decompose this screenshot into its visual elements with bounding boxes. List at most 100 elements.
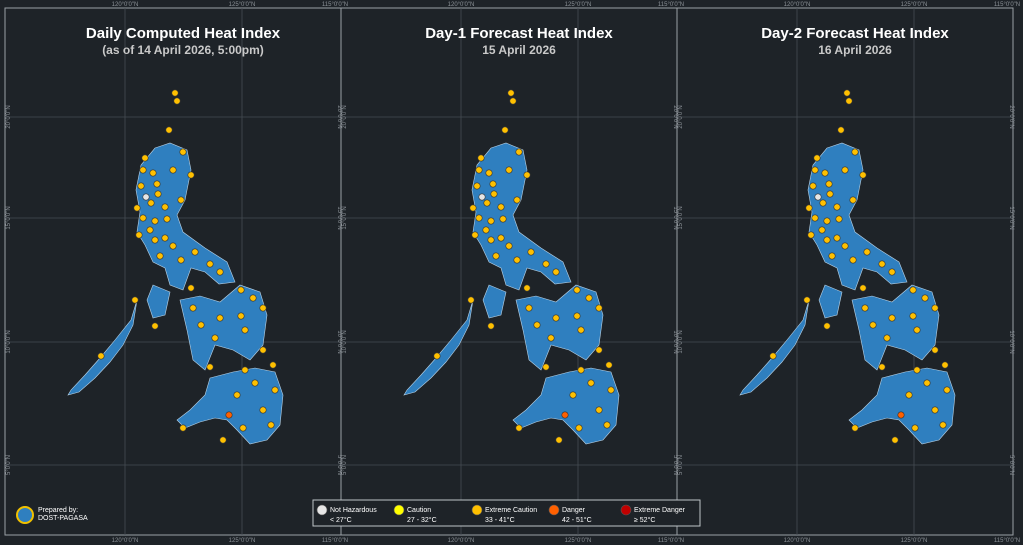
station: [823, 217, 831, 225]
lon-label: 115°0'0"N: [994, 538, 1020, 544]
station: [139, 166, 147, 174]
station: [497, 203, 505, 211]
station: [259, 346, 267, 354]
station: [878, 363, 886, 371]
lon-label: 125°0'0"N: [229, 2, 256, 8]
station: [909, 286, 917, 294]
lon-label: 115°0'0"N: [322, 538, 348, 544]
station: [206, 260, 214, 268]
station: [151, 236, 159, 244]
station: [826, 190, 834, 198]
station: [259, 406, 267, 414]
station: [891, 436, 899, 444]
lat-label: 20°0'0"N: [672, 105, 678, 128]
island: [403, 299, 474, 396]
station: [805, 204, 813, 212]
station: [513, 196, 521, 204]
station: [931, 304, 939, 312]
lat-label: 5°0'0"N: [336, 455, 342, 475]
lat-label: 10°0'0"N: [336, 330, 342, 353]
station: [142, 193, 150, 201]
lat-label: 10°0'0"N: [672, 330, 678, 353]
station: [515, 148, 523, 156]
station: [803, 296, 811, 304]
station: [433, 352, 441, 360]
lon-label: 120°0'0"N: [112, 538, 139, 544]
station: [147, 199, 155, 207]
station: [923, 379, 931, 387]
lon-label: 120°0'0"N: [448, 2, 475, 8]
station: [888, 314, 896, 322]
credit: Prepared by:DOST-PAGASA: [16, 506, 88, 524]
legend-swatch: [471, 504, 483, 516]
station: [237, 286, 245, 294]
station: [833, 203, 841, 211]
station: [859, 171, 867, 179]
station: [825, 180, 833, 188]
station: [807, 231, 815, 239]
station: [575, 424, 583, 432]
station: [841, 242, 849, 250]
legend-name: Danger: [562, 507, 586, 514]
station: [587, 379, 595, 387]
lon-label: 125°0'0"N: [565, 538, 592, 544]
station: [490, 190, 498, 198]
station: [523, 284, 531, 292]
station: [869, 321, 877, 329]
station: [509, 97, 517, 105]
station: [605, 361, 613, 369]
lat-label: 20°0'0"N: [342, 105, 348, 128]
station: [905, 391, 913, 399]
station: [478, 193, 486, 201]
station: [851, 424, 859, 432]
station: [151, 217, 159, 225]
station: [135, 231, 143, 239]
lon-label: 115°0'0"N: [658, 538, 684, 544]
lon-label: 120°0'0"N: [112, 2, 139, 8]
lat-label: 10°0'0"N: [678, 330, 684, 353]
station: [131, 296, 139, 304]
station: [485, 169, 493, 177]
lat-label: 15°0'0"N: [678, 206, 684, 229]
panel-title: Daily Computed Heat Index: [86, 25, 281, 42]
station: [137, 182, 145, 190]
station: [849, 256, 857, 264]
station: [156, 252, 164, 260]
station: [849, 196, 857, 204]
lat-label: 15°0'0"N: [336, 206, 342, 229]
station: [811, 214, 819, 222]
legend-name: Caution: [407, 507, 431, 514]
station: [163, 215, 171, 223]
station: [859, 284, 867, 292]
station: [241, 366, 249, 374]
map-panel: 120°0'0"N 120°0'0"N 125°0'0"N 125°0'0"N 115°…: [340, 2, 684, 544]
station: [267, 421, 275, 429]
station: [585, 294, 593, 302]
station: [97, 352, 105, 360]
station: [813, 154, 821, 162]
map-panel: 120°0'0"N 120°0'0"N 125°0'0"N 125°0'0"N 115°…: [676, 2, 1020, 544]
station: [833, 234, 841, 242]
station: [191, 248, 199, 256]
lon-label: 125°0'0"N: [229, 538, 256, 544]
station: [483, 199, 491, 207]
legend: Not Hazardous < 27°C Caution 27 - 32°C Extre…: [312, 499, 701, 527]
legend-name: Extreme Caution: [485, 507, 537, 514]
station: [259, 304, 267, 312]
station: [515, 424, 523, 432]
station: [577, 366, 585, 374]
station: [561, 411, 569, 419]
station: [931, 346, 939, 354]
station: [225, 411, 233, 419]
lat-label: 15°0'0"N: [1008, 206, 1014, 229]
station: [823, 236, 831, 244]
station: [187, 171, 195, 179]
station: [154, 190, 162, 198]
station: [482, 226, 490, 234]
station: [219, 436, 227, 444]
station: [146, 226, 154, 234]
island: [512, 367, 620, 445]
station: [241, 326, 249, 334]
station: [542, 260, 550, 268]
station: [818, 226, 826, 234]
